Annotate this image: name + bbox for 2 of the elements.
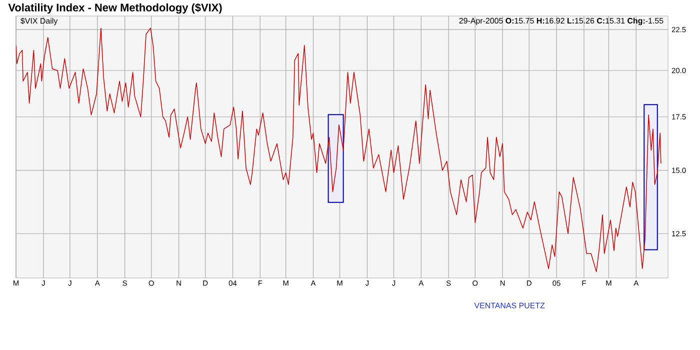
chart-title: Volatility Index - New Methodology ($VIX) (8, 3, 222, 14)
line-series (16, 28, 662, 272)
